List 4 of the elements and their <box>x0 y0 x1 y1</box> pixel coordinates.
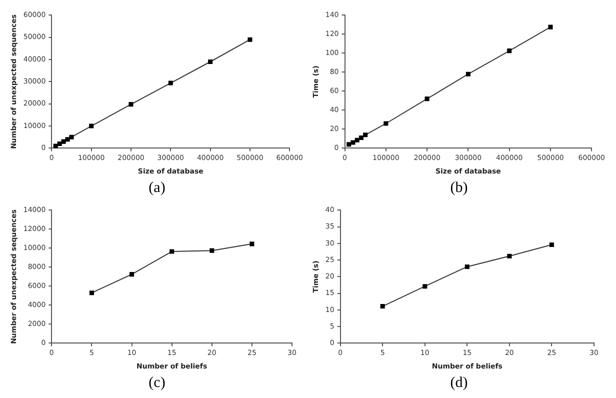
text: (b) <box>450 179 468 198</box>
text: (c) <box>148 374 166 393</box>
text: (a) <box>148 179 166 198</box>
text: (d) <box>450 374 468 393</box>
